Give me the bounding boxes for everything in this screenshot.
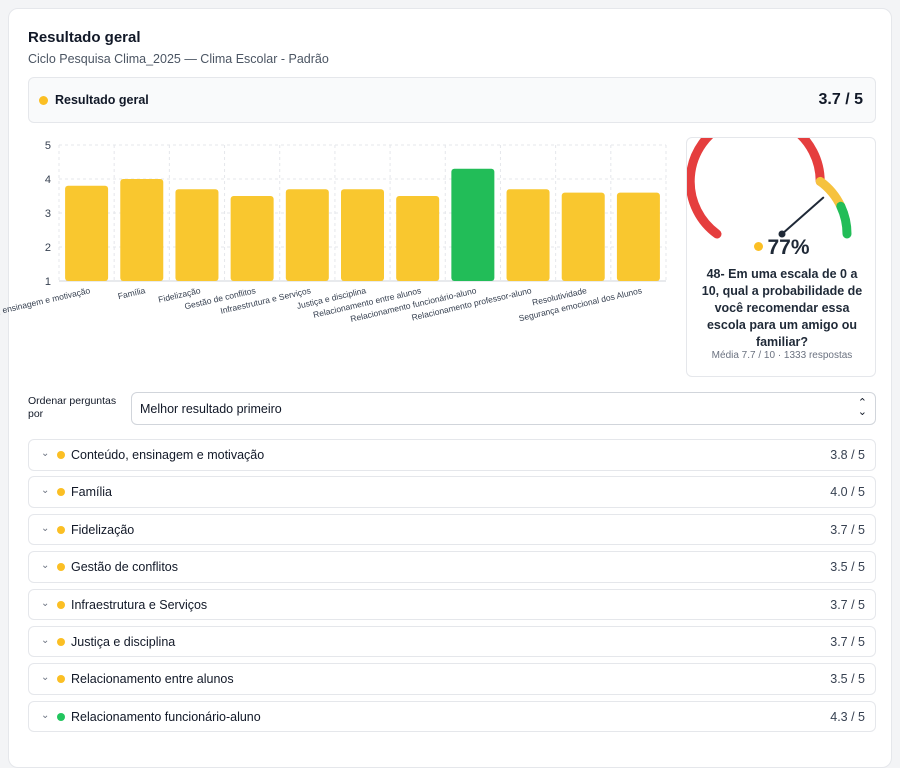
category-score: 4.0 / 5 bbox=[830, 485, 865, 500]
nps-question: 48- Em uma escala de 0 a 10, qual a prob… bbox=[701, 267, 863, 349]
bar-chart: 1 2 3 4 5 Conteúdo, ensinagem e motivação Famí… bbox=[0, 133, 679, 343]
gauge-needle bbox=[781, 196, 825, 235]
category-name: Conteúdo, ensinagem e motivação bbox=[71, 448, 265, 462]
category-score: 3.7 / 5 bbox=[830, 597, 865, 612]
category-row[interactable]: ⌄ Relacionamento funcionário-aluno 4.3 / 5 bbox=[28, 700, 876, 733]
category-score: 3.8 / 5 bbox=[830, 448, 865, 462]
status-dot bbox=[57, 525, 65, 534]
category-name: Infraestrutura e Serviços bbox=[71, 597, 208, 612]
bar[interactable] bbox=[616, 192, 660, 281]
status-dot bbox=[57, 563, 65, 572]
y-tick-label: 3 bbox=[45, 208, 51, 220]
y-tick-label: 4 bbox=[45, 174, 51, 186]
nps-gauge-card: 77% 48- Em uma escala de 0 a 10, qual a … bbox=[686, 137, 876, 377]
category-score: 3.5 / 5 bbox=[830, 672, 865, 687]
chevron-down-icon: ⌄ bbox=[41, 709, 50, 721]
category-name: Fidelização bbox=[71, 522, 135, 537]
gauge-segment-promoter bbox=[836, 201, 852, 239]
category-score: 3.7 / 5 bbox=[830, 634, 865, 649]
status-dot bbox=[57, 600, 65, 609]
bar[interactable] bbox=[506, 189, 550, 281]
chevron-up-down-icon: ⌃ ⌄ bbox=[857, 397, 867, 418]
bar[interactable] bbox=[175, 189, 219, 281]
category-row[interactable]: ⌄ Infraestrutura e Serviços 3.7 / 5 bbox=[28, 588, 876, 621]
category-row[interactable]: ⌄ Relacionamento entre alunos 3.5 / 5 bbox=[28, 663, 876, 695]
chevron-down-icon: ⌄ bbox=[41, 522, 50, 534]
y-tick-label: 1 bbox=[45, 276, 51, 288]
category-list: ⌄ Conteúdo, ensinagem e motivação 3.8 / 5 ⌄… bbox=[28, 439, 876, 738]
category-name: Relacionamento entre alunos bbox=[71, 672, 234, 687]
nps-meta: Média 7.7 / 10 · 1333 respostas bbox=[711, 350, 853, 361]
nps-percent-value: 77% bbox=[767, 236, 810, 259]
sort-select-value: Melhor resultado primeiro bbox=[140, 402, 282, 416]
category-name: Justiça e disciplina bbox=[71, 634, 176, 649]
page-title: Resultado geral bbox=[28, 29, 141, 46]
status-dot bbox=[57, 675, 65, 684]
bar[interactable] bbox=[341, 189, 384, 281]
status-dot bbox=[57, 488, 65, 497]
chevron-down-icon: ⌄ bbox=[41, 597, 50, 609]
bar[interactable] bbox=[120, 179, 164, 281]
gauge-hub bbox=[778, 230, 786, 238]
status-dot bbox=[754, 242, 764, 251]
sort-label: Ordenar perguntas por bbox=[28, 395, 117, 420]
overall-result-value: 3.7 / 5 bbox=[818, 91, 863, 108]
bar-chart-svg: 1 2 3 4 5 Conteúdo, ensinagem e motivação Famí… bbox=[0, 140, 667, 325]
status-dot bbox=[39, 96, 48, 105]
results-card: Resultado geral Ciclo Pesquisa Clima_202… bbox=[0, 8, 892, 768]
overall-result-label: Resultado geral bbox=[55, 93, 149, 107]
category-row[interactable]: ⌄ Conteúdo, ensinagem e motivação 3.8 / 5 bbox=[28, 439, 876, 471]
chevron-down-icon: ⌄ bbox=[41, 672, 50, 684]
bar[interactable] bbox=[451, 168, 495, 281]
y-tick-label: 5 bbox=[45, 140, 51, 152]
status-dot bbox=[57, 451, 65, 459]
category-score: 4.3 / 5 bbox=[830, 709, 865, 724]
bar[interactable] bbox=[561, 192, 605, 281]
sort-select[interactable]: Melhor resultado primeiro ⌃ ⌄ bbox=[131, 392, 876, 425]
status-dot bbox=[57, 637, 65, 646]
chevron-down-icon: ⌄ bbox=[41, 448, 50, 459]
bar[interactable] bbox=[65, 185, 109, 281]
category-score: 3.5 / 5 bbox=[830, 560, 865, 575]
gauge bbox=[687, 138, 852, 239]
category-row[interactable]: ⌄ Justiça e disciplina 3.7 / 5 bbox=[28, 625, 876, 658]
overall-result-banner: Resultado geral 3.7 / 5 bbox=[28, 77, 876, 123]
page-subtitle: Ciclo Pesquisa Clima_2025 — Clima Escola… bbox=[28, 52, 329, 66]
x-tick-label: Família bbox=[117, 285, 147, 301]
category-score: 3.7 / 5 bbox=[830, 522, 865, 537]
bar[interactable] bbox=[396, 196, 440, 281]
chevron-down-icon: ⌄ bbox=[41, 634, 50, 646]
gauge-segment-neutral bbox=[815, 176, 846, 211]
chevron-down-icon: ⌄ bbox=[41, 560, 50, 572]
x-tick-label: Conteúdo, ensinagem e motivação bbox=[0, 285, 91, 324]
category-row[interactable]: ⌄ Família 4.0 / 5 bbox=[28, 476, 876, 508]
nps-percent: 77% bbox=[687, 236, 877, 260]
category-row[interactable]: ⌄ Gestão de conflitos 3.5 / 5 bbox=[28, 551, 876, 583]
category-name: Gestão de conflitos bbox=[71, 560, 179, 575]
gauge-segment-detractor bbox=[687, 138, 825, 239]
category-name: Família bbox=[71, 485, 112, 500]
chevron-down-icon: ⌄ bbox=[41, 485, 50, 497]
y-tick-label: 2 bbox=[45, 242, 51, 254]
bar[interactable] bbox=[285, 189, 329, 281]
status-dot bbox=[57, 712, 65, 721]
bar[interactable] bbox=[230, 196, 274, 281]
category-name: Relacionamento funcionário-aluno bbox=[71, 709, 261, 724]
category-row[interactable]: ⌄ Fidelização 3.7 / 5 bbox=[28, 513, 876, 546]
